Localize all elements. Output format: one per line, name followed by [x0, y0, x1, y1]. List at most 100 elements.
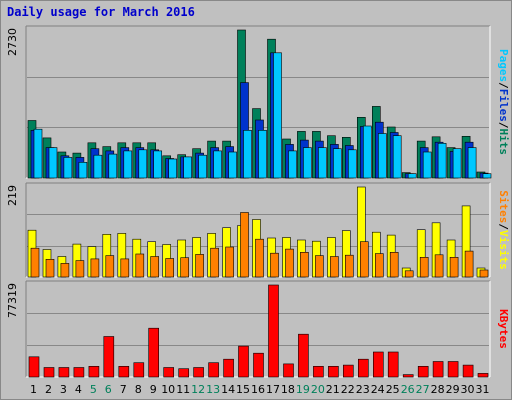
x-tick-label: 5 — [90, 383, 97, 396]
kbytes-bar — [163, 367, 174, 378]
x-tick-label: 17 — [266, 383, 280, 396]
kbytes-bar — [193, 367, 204, 378]
sites-bar — [330, 256, 339, 278]
x-tick-label: 2 — [45, 383, 52, 396]
pages-bar — [407, 173, 417, 179]
x-tick-label: 28 — [431, 383, 445, 396]
kbytes-bar — [313, 365, 324, 378]
sites-bar — [120, 258, 130, 278]
kbytes-bar — [342, 364, 354, 378]
sites-visits-label: Sites/Visits — [497, 190, 510, 270]
kbytes-bar — [58, 367, 70, 378]
x-tick-label: 27 — [416, 383, 430, 396]
kbytes-bar — [447, 361, 459, 378]
pages-bar — [228, 151, 237, 179]
kbytes-max-label: 77319 — [6, 283, 19, 318]
kbytes-bar — [268, 284, 279, 378]
sites-bar — [255, 238, 264, 278]
x-tick-label: 26 — [401, 383, 415, 396]
pages-bar — [303, 147, 312, 179]
pages-bar — [288, 150, 297, 179]
sites-bar — [419, 256, 429, 278]
x-tick-label: 22 — [341, 383, 355, 396]
kbytes-bar — [402, 374, 414, 378]
kbytes-bar — [208, 362, 219, 378]
kbytes-bar — [253, 352, 264, 378]
kbytes-bar — [328, 365, 339, 378]
kbytes-bar — [432, 361, 444, 378]
sites-bar — [449, 256, 459, 278]
sites-bar — [404, 270, 414, 278]
pages-bar — [183, 156, 192, 179]
sites-bar — [315, 255, 324, 278]
sites-bar — [105, 255, 115, 278]
pages-bar — [168, 158, 177, 179]
x-tick-label: 11 — [176, 383, 190, 396]
x-tick-label: 8 — [135, 383, 142, 396]
pages-bar — [138, 149, 148, 179]
sites-bar — [195, 254, 204, 278]
sites-bar — [359, 241, 369, 278]
pages-bar — [452, 148, 462, 179]
sites-bar — [464, 250, 474, 278]
x-tick-label: 7 — [120, 383, 127, 396]
sites-bar — [344, 254, 354, 278]
x-tick-label: 18 — [281, 383, 295, 396]
pages-bar — [213, 150, 222, 179]
sites-bar — [180, 257, 189, 278]
x-tick-label: 1 — [30, 383, 37, 396]
sites-bar — [60, 263, 70, 278]
chart-title: Daily usage for March 2016 — [7, 5, 195, 19]
sites-bar — [225, 246, 234, 278]
kbytes-bar — [133, 362, 145, 378]
x-tick-label: 4 — [75, 383, 82, 396]
sites-bar — [285, 248, 294, 278]
kbytes-bar — [223, 358, 234, 378]
pages-bar — [347, 149, 357, 179]
pages-bar — [258, 130, 267, 179]
sites-bar — [434, 254, 444, 278]
pages-bar — [153, 150, 162, 179]
kbytes-bar — [283, 363, 294, 378]
kbytes-bar — [477, 373, 489, 378]
kbytes-label: KBytes — [497, 309, 510, 349]
pages-bar — [482, 173, 492, 179]
sites-bar — [90, 258, 100, 278]
sites-bar — [30, 247, 40, 278]
kbytes-bar — [28, 356, 40, 378]
pages-bar — [467, 147, 477, 179]
x-tick-label: 29 — [446, 383, 460, 396]
pages-bar — [333, 148, 342, 179]
kbytes-bar — [417, 365, 429, 378]
x-tick-label: 19 — [296, 383, 310, 396]
kbytes-bar — [118, 365, 130, 378]
pages-bar — [33, 128, 43, 179]
pages-bar — [78, 162, 88, 179]
pages-bar — [422, 151, 432, 179]
x-tick-label: 31 — [476, 383, 490, 396]
kbytes-bar — [357, 358, 369, 378]
x-tick-label: 13 — [206, 383, 220, 396]
sites-bar — [374, 253, 384, 278]
x-tick-label: 30 — [461, 383, 475, 396]
pages-bar — [123, 150, 133, 179]
sites-bar — [389, 252, 399, 278]
pages-bar — [437, 143, 447, 179]
sites-bar — [300, 252, 309, 278]
kbytes-bar — [73, 367, 85, 378]
pages-bar — [48, 147, 58, 179]
x-tick-label: 23 — [356, 383, 370, 396]
pages-bar — [243, 130, 252, 179]
pages-bar — [63, 157, 73, 179]
x-tick-label: 12 — [191, 383, 205, 396]
sites-bar — [135, 253, 145, 278]
visits-max-label: 219 — [6, 185, 19, 206]
x-tick-label: 3 — [60, 383, 67, 396]
pages-bar — [108, 153, 118, 179]
pages-bar — [273, 52, 282, 179]
x-tick-label: 24 — [371, 383, 385, 396]
sites-bar — [240, 212, 249, 278]
x-tick-label: 16 — [251, 383, 265, 396]
x-tick-label: 10 — [161, 383, 175, 396]
